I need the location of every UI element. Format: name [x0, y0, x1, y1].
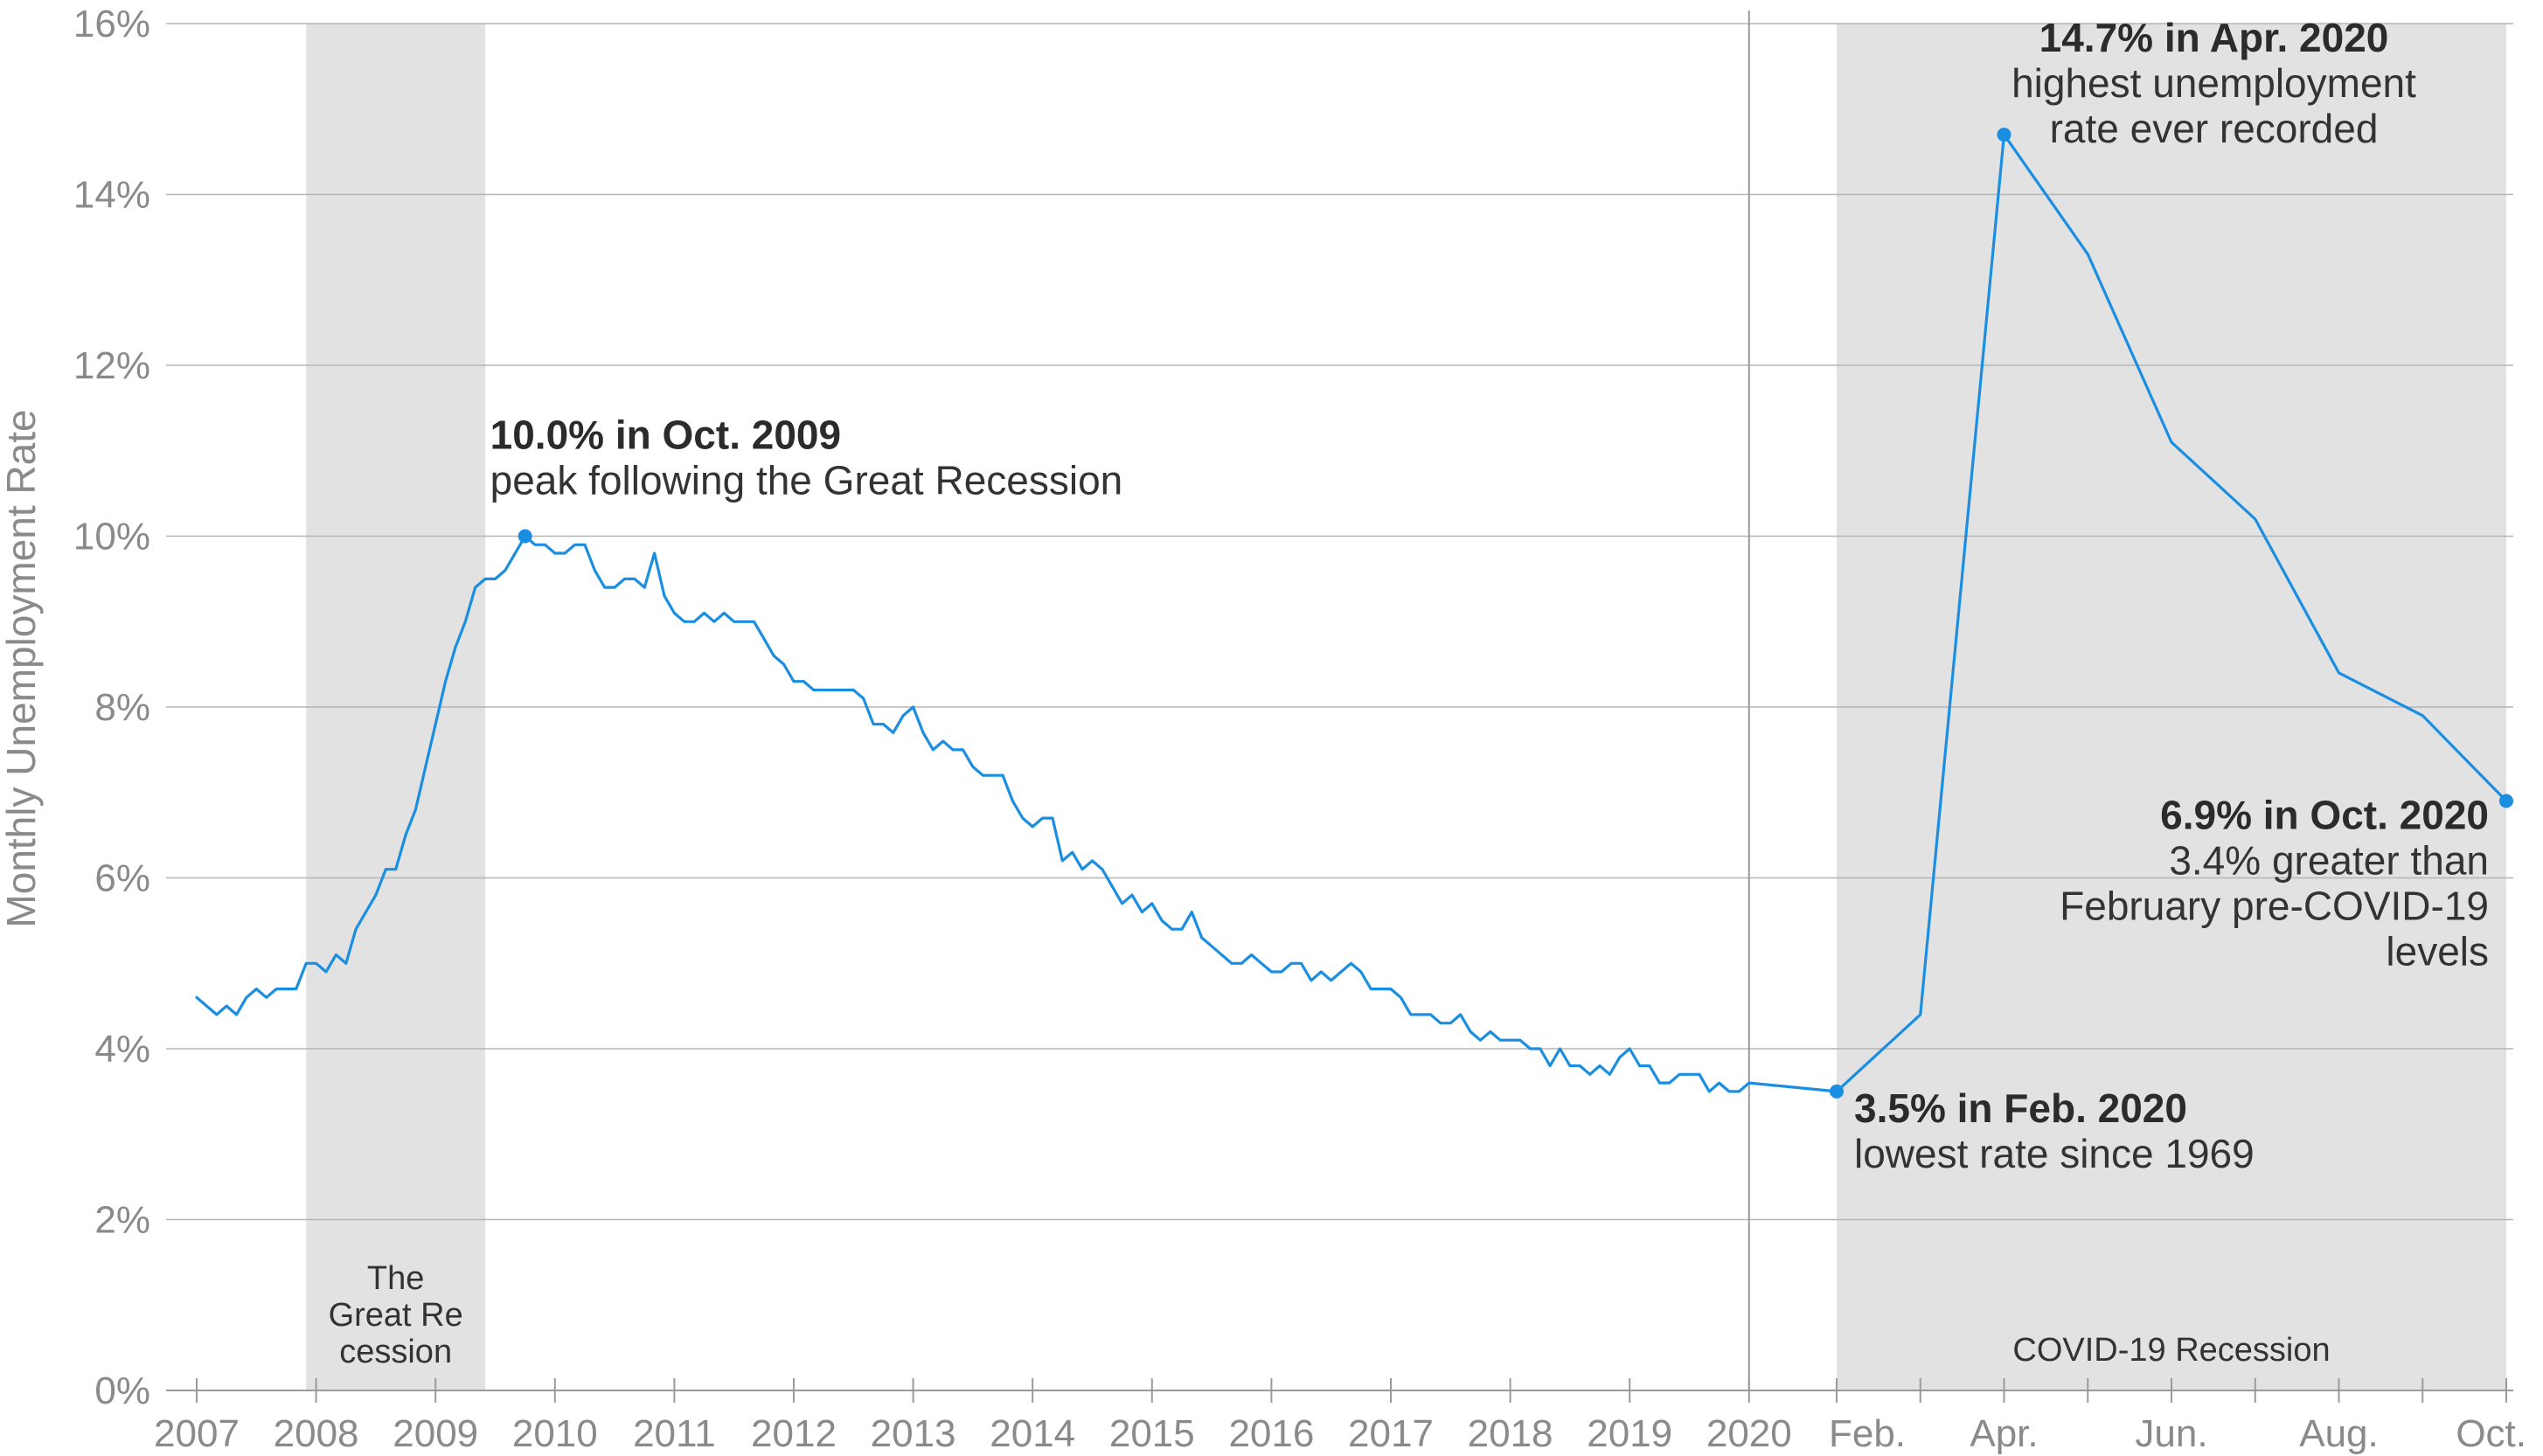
x-tick-label: 2008 — [274, 1412, 359, 1455]
series-unemployment — [195, 133, 2508, 1093]
y-tick-label: 4% — [94, 1028, 150, 1071]
x-tick-label: Apr. — [1970, 1412, 2038, 1455]
annotation-text: levels — [2386, 929, 2489, 974]
annotation-point — [518, 529, 532, 544]
x-tick-label: 2007 — [154, 1412, 240, 1455]
annotation-title: 10.0% in Oct. 2009 — [490, 413, 841, 458]
y-tick-label: 12% — [73, 344, 150, 387]
gridlines — [166, 10, 2513, 1391]
y-tick-label: 6% — [94, 857, 150, 900]
y-axis: 0% 2% 4% 6% 8% 10% 12% 14% 16% — [73, 3, 150, 1412]
y-tick-label: 8% — [94, 686, 150, 729]
annotation-text: February pre-COVID-19 — [2060, 884, 2489, 929]
x-tick-label: Feb. — [1829, 1412, 1906, 1455]
x-tick-label: 2014 — [990, 1412, 1075, 1455]
y-axis-title: Monthly Unemployment Rate — [0, 409, 44, 927]
x-tick-label: 2015 — [1109, 1412, 1195, 1455]
annotation-point — [1997, 128, 2011, 142]
y-tick-label: 10% — [73, 516, 150, 558]
x-tick-label: Aug. — [2299, 1412, 2379, 1455]
annotation-title: 3.5% in Feb. 2020 — [1854, 1085, 2187, 1131]
recession-band-label: Great Re — [329, 1297, 463, 1334]
annotation-text: 3.4% greater than — [2169, 838, 2489, 884]
annotation-text: peak following the Great Recession — [490, 458, 1123, 503]
recession-band-label: The — [367, 1260, 424, 1297]
x-tick-label: 2016 — [1228, 1412, 1314, 1455]
annotation-text: rate ever recorded — [2050, 106, 2379, 151]
annotation-text: lowest rate since 1969 — [1854, 1131, 2255, 1176]
annotation-title: 14.7% in Apr. 2020 — [2039, 15, 2389, 60]
annotation-point — [1830, 1084, 1844, 1099]
series-line — [195, 133, 2508, 1093]
recession-band-label: COVID-19 Recession — [2012, 1332, 2330, 1369]
y-tick-label: 0% — [94, 1369, 150, 1412]
x-tick-label: 2009 — [393, 1412, 478, 1455]
y-tick-label: 14% — [73, 174, 150, 217]
x-tick-label: 2017 — [1348, 1412, 1434, 1455]
x-tick-label: 2019 — [1587, 1412, 1672, 1455]
annotation-title: 6.9% in Oct. 2020 — [2160, 793, 2489, 838]
recession-band-label: cession — [339, 1334, 452, 1370]
x-axis: 2007 2008 2009 2010 2011 2012 2013 2014 2015 2016… — [154, 1378, 2526, 1455]
y-tick-label: 2% — [94, 1199, 150, 1242]
annotation-text: highest unemployment — [2011, 60, 2416, 106]
x-tick-label: 2018 — [1468, 1412, 1553, 1455]
x-tick-label: 2012 — [751, 1412, 837, 1455]
x-tick-label: 2013 — [871, 1412, 956, 1455]
annotation-point — [2499, 794, 2513, 808]
x-tick-label: Jun. — [2135, 1412, 2207, 1455]
y-tick-label: 16% — [73, 3, 150, 45]
x-tick-label: 2020 — [1706, 1412, 1792, 1455]
x-tick-label: 2011 — [633, 1412, 716, 1455]
x-tick-label: Oct. — [2456, 1412, 2526, 1455]
x-tick-label: 2010 — [512, 1412, 598, 1455]
